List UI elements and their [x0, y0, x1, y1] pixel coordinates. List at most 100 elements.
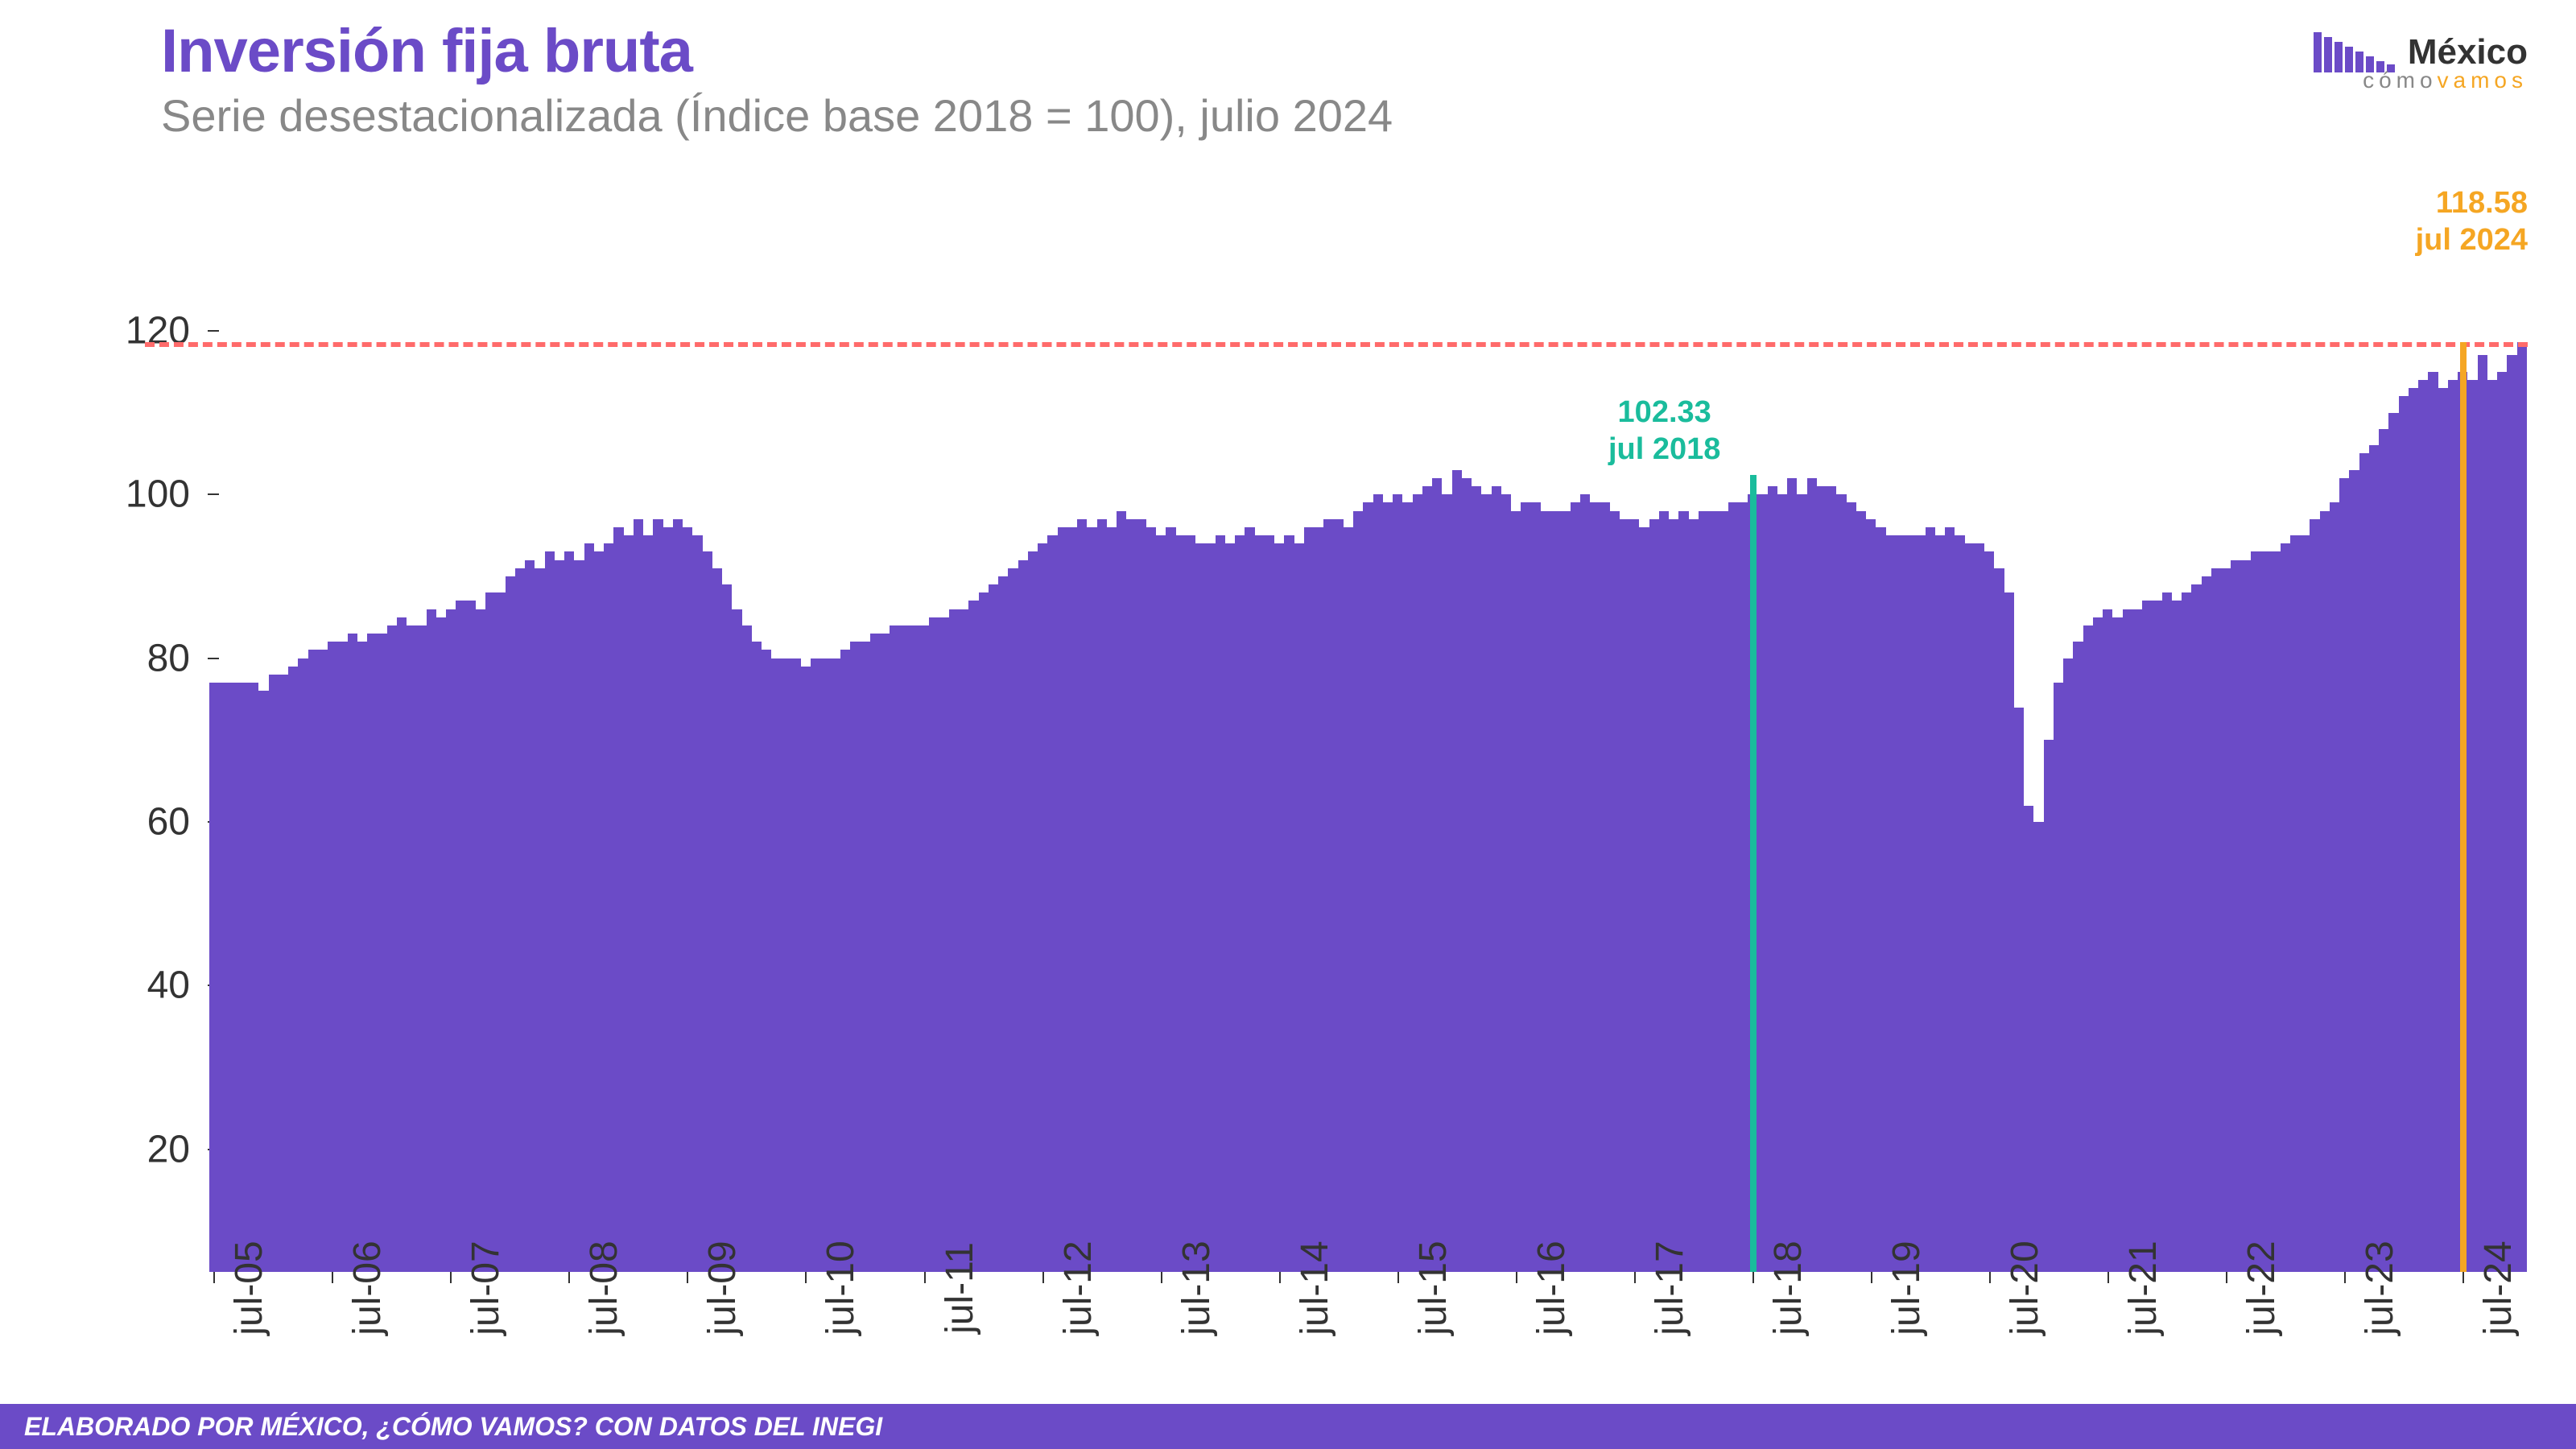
data-bar [2467, 380, 2477, 1272]
data-bar [1896, 535, 1905, 1272]
data-bar [2517, 342, 2527, 1272]
data-bar [1284, 535, 1294, 1272]
data-bar [397, 617, 407, 1272]
data-bar [712, 568, 722, 1272]
data-bar [2310, 519, 2319, 1272]
data-bar [762, 650, 771, 1272]
data-bar [1975, 543, 1984, 1272]
data-bar [900, 625, 910, 1272]
data-bar [692, 535, 702, 1272]
data-bar [1915, 535, 1925, 1272]
data-bar [1797, 494, 1806, 1272]
data-bar [1255, 535, 1265, 1272]
data-bar [998, 576, 1008, 1272]
data-bar [1195, 543, 1205, 1272]
data-bar [1235, 535, 1245, 1272]
data-bar [771, 658, 781, 1273]
data-bar [663, 527, 673, 1272]
data-bar [1117, 511, 1126, 1273]
data-bar [387, 625, 397, 1272]
data-bar [1708, 511, 1718, 1273]
data-bar [1353, 511, 1363, 1273]
data-bar [2241, 560, 2251, 1273]
marker-label: 118.58jul 2024 [2416, 185, 2528, 258]
data-bar [485, 592, 495, 1272]
data-bar [2438, 388, 2448, 1272]
data-bar [722, 584, 732, 1272]
data-bar [2123, 609, 2132, 1273]
data-bar [219, 683, 229, 1272]
data-bar [1492, 486, 1501, 1272]
x-tick-label: jul-11 [938, 1242, 982, 1334]
x-axis: jul-05jul-06jul-07jul-08jul-09jul-10jul-… [209, 1272, 2528, 1417]
data-bar [2448, 380, 2458, 1272]
data-bar [1323, 519, 1333, 1272]
data-bar [1836, 494, 1846, 1272]
data-bar [1274, 543, 1284, 1272]
data-bar [416, 625, 426, 1272]
data-bar [2162, 592, 2172, 1272]
y-tick-label: 60 [147, 799, 190, 844]
data-bar [2024, 806, 2033, 1273]
data-bar [643, 535, 653, 1272]
data-bar [2054, 683, 2063, 1272]
data-bar [1216, 535, 1225, 1272]
data-bar [2320, 511, 2330, 1273]
data-bar [1571, 502, 1580, 1272]
data-bar [890, 625, 899, 1272]
data-bar [1994, 568, 2004, 1272]
y-axis: 20406080100120 [80, 290, 201, 1272]
chart-area: 20406080100120 102.33jul 2018118.58jul 2… [161, 225, 2528, 1272]
data-bar [1047, 535, 1057, 1272]
data-bar [209, 683, 219, 1272]
data-bar [436, 617, 446, 1272]
data-bar [1678, 511, 1688, 1273]
data-bar [2251, 551, 2260, 1272]
data-bar [1935, 535, 1945, 1272]
data-bar [1038, 543, 1047, 1272]
logo-sub-suffix: vamos [2438, 68, 2528, 93]
data-bar [1787, 478, 1797, 1272]
data-bar [634, 519, 643, 1272]
data-bar [2103, 609, 2112, 1273]
data-bar [1590, 502, 1600, 1272]
plot-area: 102.33jul 2018118.58jul 2024 [209, 290, 2528, 1272]
data-bar [348, 634, 357, 1272]
data-bar [2221, 568, 2231, 1272]
data-bar [1718, 511, 1728, 1273]
data-bar [2270, 551, 2280, 1272]
data-bar [2142, 601, 2152, 1272]
marker-line [2460, 342, 2467, 1272]
data-bar [1580, 494, 1590, 1272]
data-bar [229, 683, 239, 1272]
footer-bar: ELABORADO POR MÉXICO, ¿CÓMO VAMOS? CON D… [0, 1404, 2576, 1449]
data-bar [1876, 527, 1885, 1272]
data-bar [1363, 502, 1373, 1272]
data-bar [821, 658, 831, 1273]
x-tick-label: jul-20 [2003, 1241, 2047, 1335]
data-bar [752, 642, 762, 1272]
data-bar [515, 568, 525, 1272]
data-bar [584, 543, 594, 1272]
data-bar [2004, 592, 2014, 1272]
data-bar [939, 617, 949, 1272]
data-bar [673, 519, 683, 1272]
data-bar [2418, 380, 2428, 1272]
data-bar [959, 609, 968, 1273]
data-bar [337, 642, 347, 1272]
data-bar [1107, 527, 1117, 1272]
data-bar [2388, 413, 2398, 1273]
data-bar [1146, 527, 1156, 1272]
marker-line [1750, 475, 1757, 1272]
data-bar [1294, 543, 1304, 1272]
y-tick-label: 100 [126, 473, 190, 517]
data-bar [968, 601, 978, 1272]
data-bar [1965, 543, 1975, 1272]
data-bar [1649, 519, 1659, 1272]
data-bar [1452, 470, 1462, 1272]
data-bar [2231, 560, 2240, 1273]
data-bar [446, 609, 456, 1273]
data-bar [1817, 486, 1827, 1272]
data-bar [2073, 642, 2083, 1272]
data-bar [545, 551, 555, 1272]
